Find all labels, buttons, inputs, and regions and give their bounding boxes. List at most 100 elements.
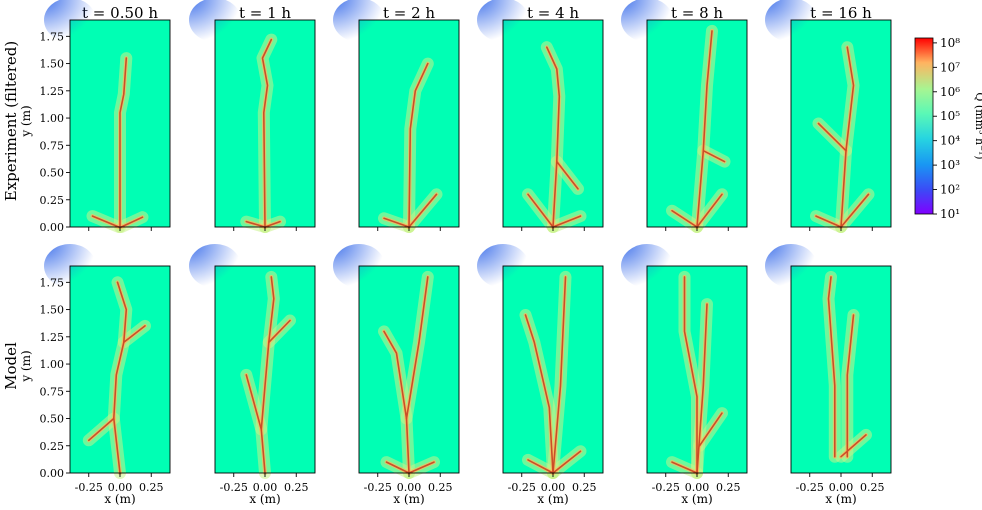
y-tick-label: 1.50 — [40, 58, 65, 71]
y-tick-label: 0.25 — [40, 194, 65, 207]
channel-line — [408, 193, 438, 228]
heatmap-panel — [333, 0, 460, 233]
heatmap-panels: 0.00 0.25 0.50 0.75 1.00 1.25 1.50 1.75 0.00 0.25… — [40, 0, 892, 494]
heatmap-panel — [189, 0, 316, 233]
x-tick-label: -0.25 — [508, 481, 536, 494]
time-title: t = 1 h — [239, 4, 291, 22]
row-label-experiment: Experiment (filtered) — [2, 41, 20, 201]
channel-line — [88, 417, 115, 442]
x-tick-label: 0.25 — [860, 481, 885, 494]
y-tick-label: 0.25 — [40, 440, 65, 453]
colorbar-tick-label: 10¹ — [940, 207, 960, 221]
colorbar-tick-label: 10⁶ — [940, 85, 960, 99]
channel-line — [527, 193, 554, 228]
channel-line — [261, 38, 273, 228]
channel-line — [840, 434, 867, 458]
channel-line — [840, 193, 870, 228]
x-tick-label: 0.25 — [428, 481, 453, 494]
channel-line — [671, 209, 698, 228]
channel-line — [696, 303, 708, 474]
x-axis-labels: x (m) x (m) x (m) x (m) x (m) x (m) — [104, 492, 856, 506]
time-title: t = 4 h — [527, 4, 579, 22]
x-tick-label: 0.00 — [685, 481, 710, 494]
y-axis-label: y (m) — [19, 350, 33, 382]
x-tick-label: 0.00 — [397, 481, 422, 494]
channel-line — [408, 62, 429, 228]
x-axis-label: x (m) — [825, 492, 856, 506]
x-tick-label: 0.25 — [716, 481, 741, 494]
y-tick-label: 0.75 — [40, 385, 65, 398]
heatmap-panel — [621, 0, 748, 233]
time-title: t = 2 h — [383, 4, 435, 22]
channel-line — [552, 215, 582, 228]
channel-line — [846, 314, 855, 458]
channel-line — [123, 325, 146, 344]
channel-line — [120, 216, 144, 228]
channel-line — [546, 46, 561, 228]
heatmap-panel: -0.25 0.00 0.25 — [333, 244, 460, 494]
y-tick-label: 0.50 — [40, 413, 65, 426]
colorbar-ticks: 10⁸ 10⁷ 10⁶ 10⁵ 10⁴ 10³ 10² 10¹ — [933, 36, 960, 221]
y-tick-label: 1.00 — [40, 112, 65, 125]
channel-line — [552, 276, 567, 474]
row-label-model: Model — [2, 342, 20, 390]
channel-line — [817, 122, 847, 152]
channel-line — [524, 314, 554, 474]
channel-line — [113, 281, 128, 474]
colorbar-label: Q (mm³ h⁻¹) — [973, 92, 982, 159]
channel-line — [405, 276, 429, 420]
heatmap-panel: 0.00 0.25 0.50 0.75 1.00 1.25 1.50 1.75 — [40, 0, 171, 234]
x-axis-label: x (m) — [249, 492, 280, 506]
channel-line — [245, 220, 266, 228]
heatmap-panel: -0.25 0.00 0.25 — [477, 244, 604, 494]
colorbar-tick-label: 10² — [940, 183, 960, 197]
heatmap-panel: -0.25 0.00 0.25 — [621, 244, 748, 494]
x-tick-label: 0.25 — [284, 481, 309, 494]
y-tick-label: 1.25 — [40, 85, 65, 98]
time-title: t = 8 h — [671, 4, 723, 22]
x-tick-label: 0.00 — [541, 481, 566, 494]
x-tick-label: 0.00 — [108, 481, 133, 494]
y-tick-label: 0.50 — [40, 167, 65, 180]
channel-line — [698, 412, 723, 447]
heatmap-panel: -0.25 0.00 0.25 — [765, 244, 892, 494]
colorbar: 10⁸ 10⁷ 10⁶ 10⁵ 10⁴ 10³ 10² 10¹ Q (mm³ h⁻¹) — [914, 36, 982, 221]
colorbar-tick-label: 10⁴ — [940, 134, 960, 148]
channel-line — [683, 276, 698, 474]
x-tick-label: -0.25 — [220, 481, 248, 494]
channel-line — [815, 215, 842, 228]
y-tick-label: 1.75 — [40, 30, 65, 43]
channel-line — [260, 276, 275, 474]
colorbar-gradient — [914, 37, 934, 215]
channel-line — [91, 215, 120, 228]
x-axis-label: x (m) — [393, 492, 424, 506]
y-tick-label: 0.75 — [40, 139, 65, 152]
y-axis-label: y (m) — [19, 105, 33, 137]
channel-line — [552, 450, 582, 474]
channel-line — [696, 30, 713, 228]
x-axis-label: x (m) — [104, 492, 135, 506]
x-axis-label: x (m) — [537, 492, 568, 506]
colorbar-tick-label: 10³ — [940, 158, 960, 172]
field-background — [791, 266, 891, 473]
y-tick-label: 0.00 — [40, 467, 65, 480]
channel-line — [827, 276, 836, 458]
colorbar-tick-label: 10⁵ — [940, 109, 960, 123]
time-title: t = 16 h — [810, 4, 872, 22]
channel-line — [408, 461, 435, 474]
time-titles: t = 0.50 h t = 1 h t = 2 h t = 4 h t = 8… — [82, 4, 872, 22]
x-tick-label: 0.25 — [572, 481, 597, 494]
channel-line — [385, 461, 410, 474]
x-tick-label: -0.25 — [364, 481, 392, 494]
channel-line — [702, 149, 726, 163]
colorbar-tick-label: 10⁸ — [940, 36, 960, 50]
time-title: t = 0.50 h — [82, 4, 158, 22]
heatmap-panel — [477, 0, 604, 233]
channel-line — [119, 57, 128, 228]
y-tick-label: 1.25 — [40, 331, 65, 344]
heatmap-panel: 0.00 0.25 0.50 0.75 1.00 1.25 1.50 1.75 -0.25 0.0… — [40, 244, 171, 494]
colorbar-tick-label: 10⁷ — [940, 60, 960, 74]
x-tick-label: -0.25 — [796, 481, 824, 494]
channel-line — [696, 193, 723, 228]
